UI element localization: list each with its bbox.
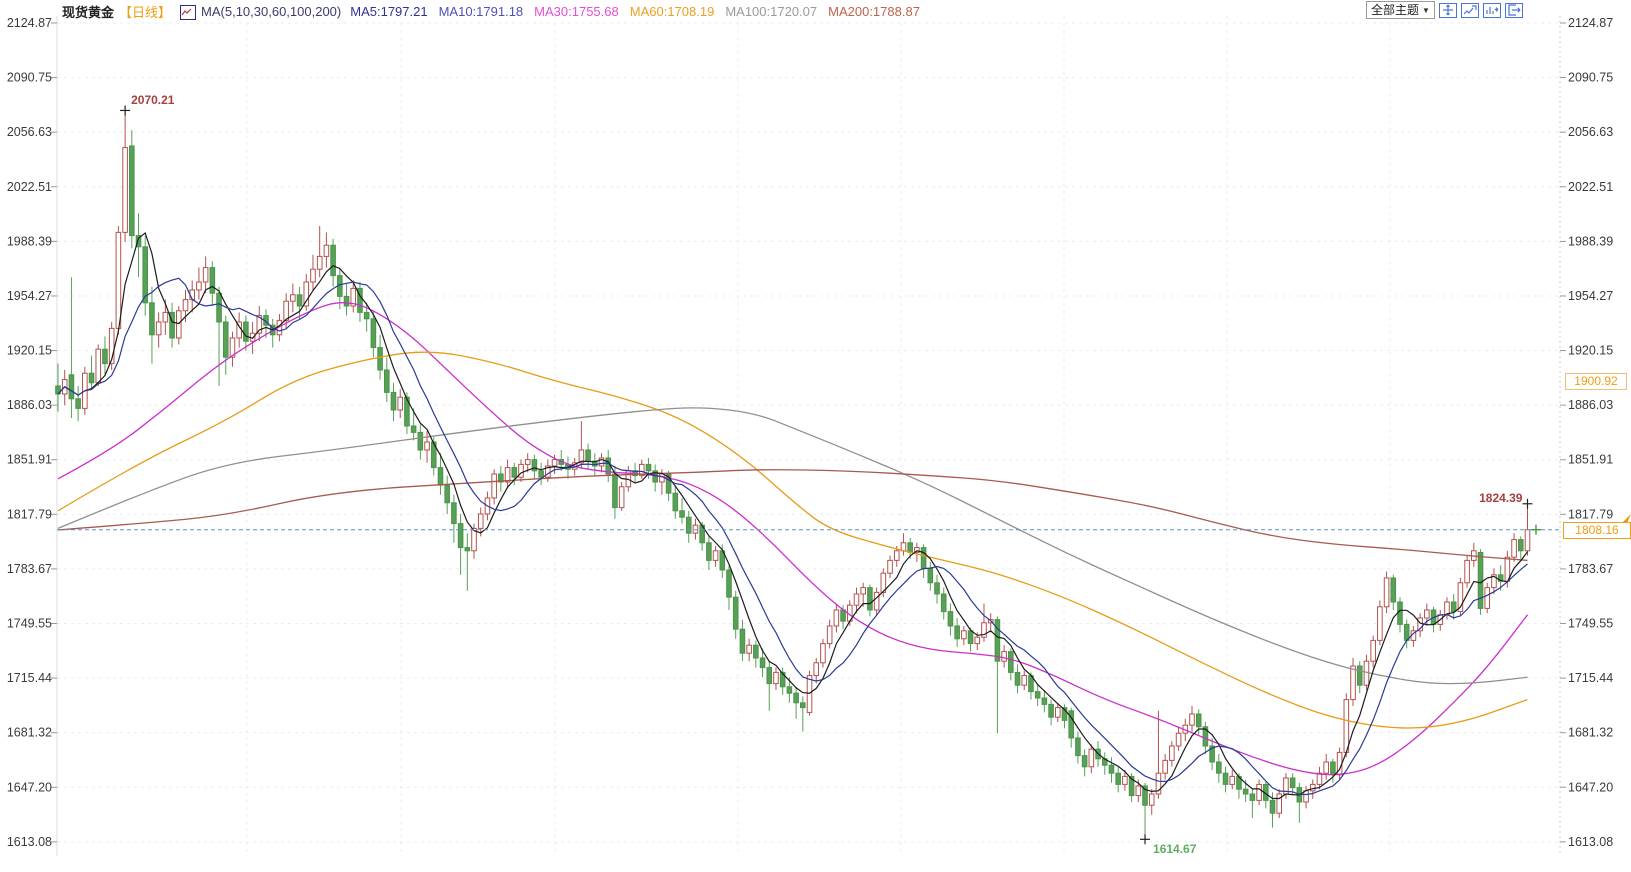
svg-text:1715.44: 1715.44	[7, 671, 52, 685]
current-price-badge: 1808.16	[1563, 521, 1631, 539]
svg-text:1681.32: 1681.32	[7, 726, 52, 740]
jump-to-latest-icon[interactable]	[1504, 2, 1523, 18]
svg-text:1920.15: 1920.15	[1568, 344, 1613, 358]
svg-text:1749.55: 1749.55	[7, 617, 52, 631]
svg-text:1851.91: 1851.91	[7, 453, 52, 467]
ma-value-label: MA100:1720.07	[725, 4, 818, 19]
svg-text:1783.67: 1783.67	[7, 562, 52, 576]
ma-value-label: MA200:1788.87	[828, 4, 920, 19]
svg-text:1988.39: 1988.39	[1568, 234, 1613, 248]
chart-toolbar: 全部主题 ▼	[1366, 1, 1523, 19]
crosshair-move-icon[interactable]	[1438, 2, 1457, 18]
ma-value-label: MA10:1791.18	[438, 4, 524, 19]
svg-text:1749.55: 1749.55	[1568, 617, 1613, 631]
svg-text:2090.75: 2090.75	[1568, 71, 1613, 85]
svg-text:2090.75: 2090.75	[7, 71, 52, 85]
fit-chart-icon[interactable]	[1460, 2, 1479, 18]
svg-text:1817.79: 1817.79	[7, 507, 52, 521]
svg-text:2056.63: 2056.63	[1568, 125, 1613, 139]
low-price-annotation: 1614.67	[1153, 842, 1197, 857]
svg-text:1817.79: 1817.79	[1568, 507, 1613, 521]
svg-text:1647.20: 1647.20	[7, 780, 52, 794]
svg-text:1886.03: 1886.03	[7, 398, 52, 412]
chevron-down-icon: ▼	[1422, 5, 1430, 15]
svg-text:2056.63: 2056.63	[7, 125, 52, 139]
mini-chart-icon	[180, 5, 197, 20]
ma-value-label: MA30:1755.68	[534, 4, 619, 19]
ma-value-label: MA5:1797.21	[350, 4, 428, 19]
svg-text:1954.27: 1954.27	[7, 289, 52, 303]
recent-high-annotation: 1824.39	[1479, 490, 1523, 505]
ma-values-legend: MA5:1797.21 MA10:1791.18 MA30:1755.68 MA60:…	[350, 4, 920, 19]
svg-text:1681.32: 1681.32	[1568, 726, 1613, 740]
svg-text:1613.08: 1613.08	[7, 835, 52, 849]
interval-label: 【日线】	[119, 5, 172, 20]
svg-text:2022.51: 2022.51	[1568, 180, 1613, 194]
chart-header-legend: 现货黄金 【日线】 MA(5,10,30,60,100,200) MA5:179…	[62, 2, 920, 21]
ma-params-label: MA(5,10,30,60,100,200)	[201, 4, 342, 19]
svg-text:1851.91: 1851.91	[1568, 453, 1613, 467]
symbol-title: 现货黄金	[62, 5, 115, 20]
svg-text:1954.27: 1954.27	[1568, 289, 1613, 303]
svg-text:2124.87: 2124.87	[1568, 16, 1613, 30]
ma-value-label: MA60:1708.19	[629, 4, 715, 19]
svg-text:1613.08: 1613.08	[1568, 835, 1613, 849]
svg-text:1988.39: 1988.39	[7, 234, 52, 248]
svg-text:1715.44: 1715.44	[1568, 671, 1613, 685]
svg-text:1920.15: 1920.15	[7, 344, 52, 358]
svg-text:1783.67: 1783.67	[1568, 562, 1613, 576]
svg-text:2022.51: 2022.51	[7, 180, 52, 194]
svg-text:1647.20: 1647.20	[1568, 780, 1613, 794]
svg-text:2124.87: 2124.87	[7, 16, 52, 30]
theme-dropdown-label: 全部主题	[1371, 2, 1420, 17]
pan-right-icon[interactable]	[1482, 2, 1501, 18]
high-price-annotation: 2070.21	[131, 93, 175, 108]
svg-text:1886.03: 1886.03	[1568, 398, 1613, 412]
alert-price-label: 1900.92	[1565, 373, 1627, 391]
theme-dropdown[interactable]: 全部主题 ▼	[1366, 1, 1435, 19]
